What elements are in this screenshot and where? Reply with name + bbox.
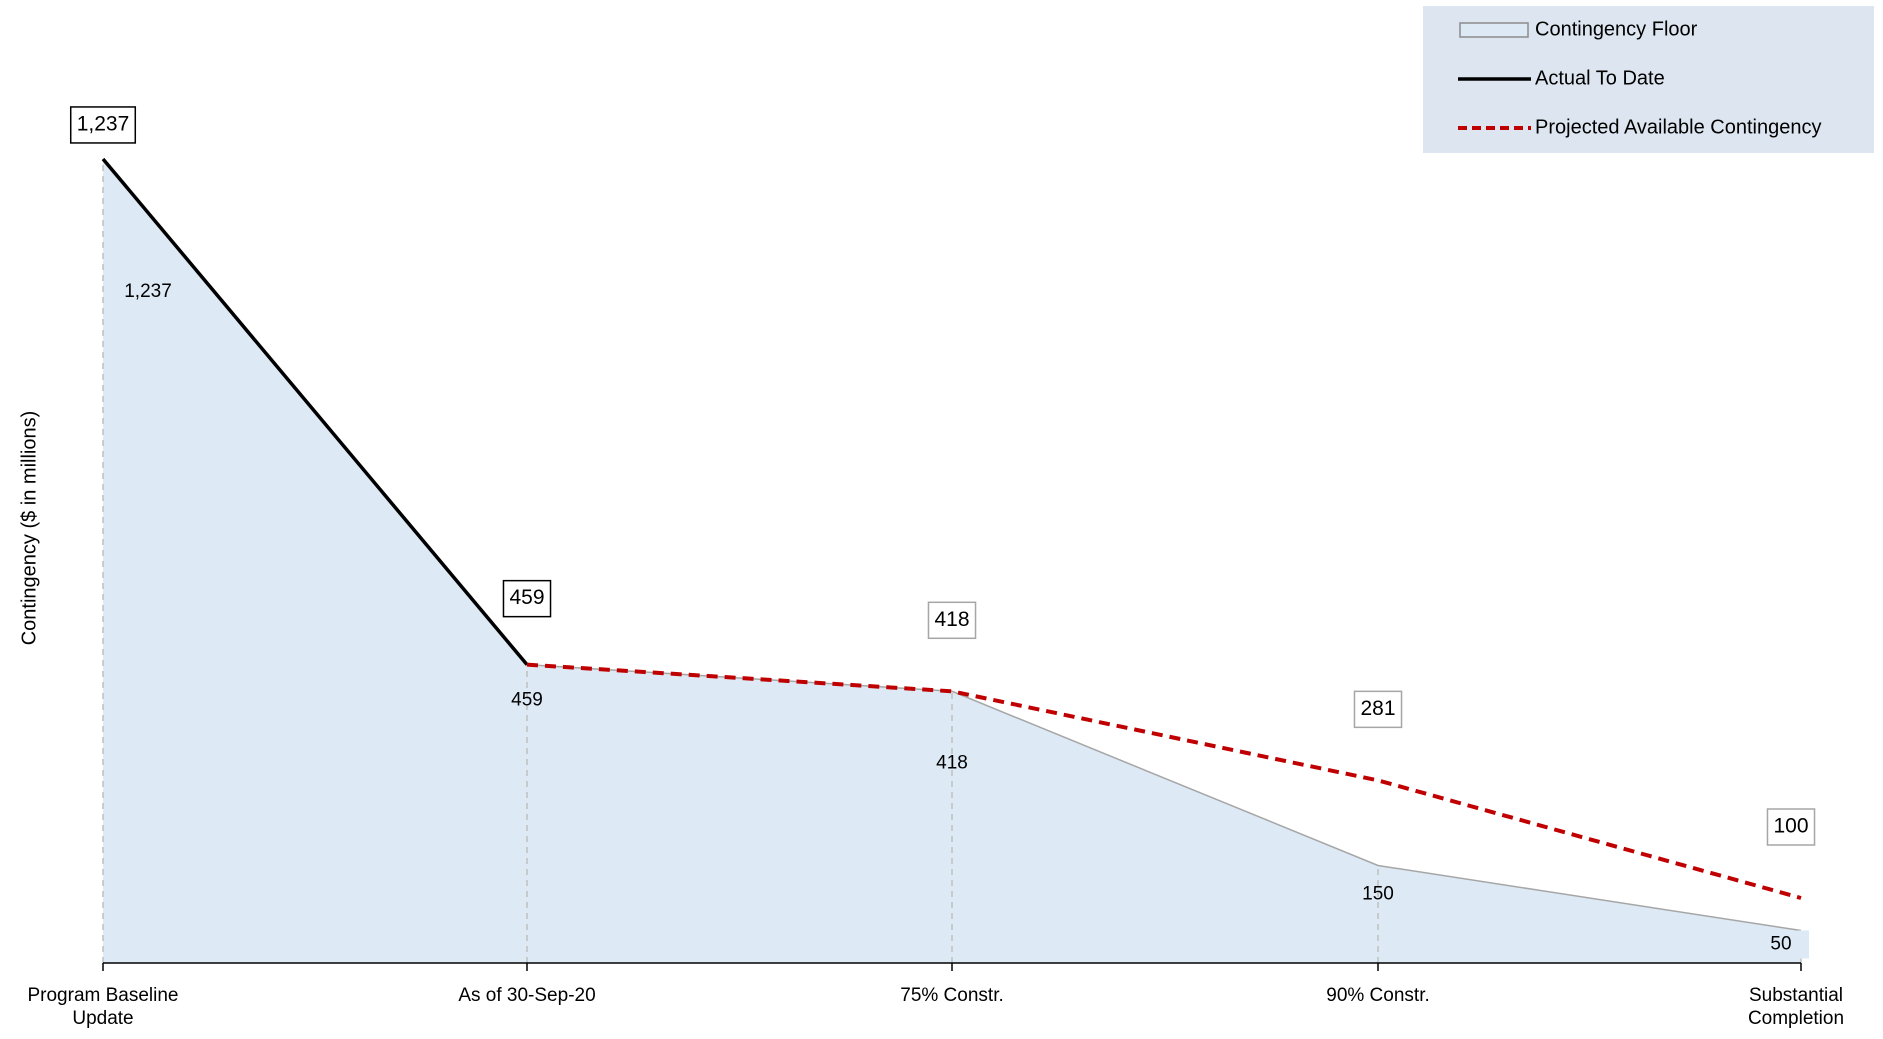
data-label-box: 1,237 (69, 106, 137, 144)
legend-label: Projected Available Contingency (1535, 116, 1821, 138)
label-box (1766, 808, 1816, 846)
legend-label: Actual To Date (1535, 67, 1665, 89)
label-bg (1753, 930, 1809, 959)
data-label: 150 (1362, 884, 1394, 905)
label-box (502, 579, 552, 618)
data-label: 100 (1773, 815, 1808, 838)
y-axis-label: Contingency ($ in millions) (18, 411, 40, 646)
data-label: 459 (511, 690, 543, 711)
data-label-box: 418 (927, 601, 977, 640)
line (101, 157, 529, 666)
legend-label: Contingency Floor (1535, 18, 1698, 40)
label-box (927, 601, 977, 640)
x-tick-label: Program Baseline Update (27, 985, 179, 1029)
data-label: 281 (1360, 697, 1395, 720)
legend-swatch (1459, 22, 1529, 38)
label-box (1353, 690, 1403, 729)
label-box (69, 106, 137, 144)
data-label-box: 100 (1766, 808, 1816, 846)
data-label: 1,237 (124, 281, 172, 302)
x-tick-label: 75% Constr. (900, 985, 1004, 1006)
data-label-box: 281 (1353, 690, 1403, 729)
x-tick-label: Substantial Completion (1747, 985, 1845, 1029)
data-label-box: 459 (502, 579, 552, 618)
data-label: 459 (509, 586, 544, 609)
data-label: 418 (936, 752, 968, 773)
x-tick-label: 90% Constr. (1326, 985, 1430, 1006)
x-tick-label: As of 30-Sep-20 (458, 985, 596, 1006)
data-label: 418 (934, 608, 969, 631)
data-label: 1,237 (77, 112, 130, 135)
data-label: 50 (1770, 934, 1791, 955)
line (526, 662, 1802, 900)
area (103, 158, 1801, 963)
